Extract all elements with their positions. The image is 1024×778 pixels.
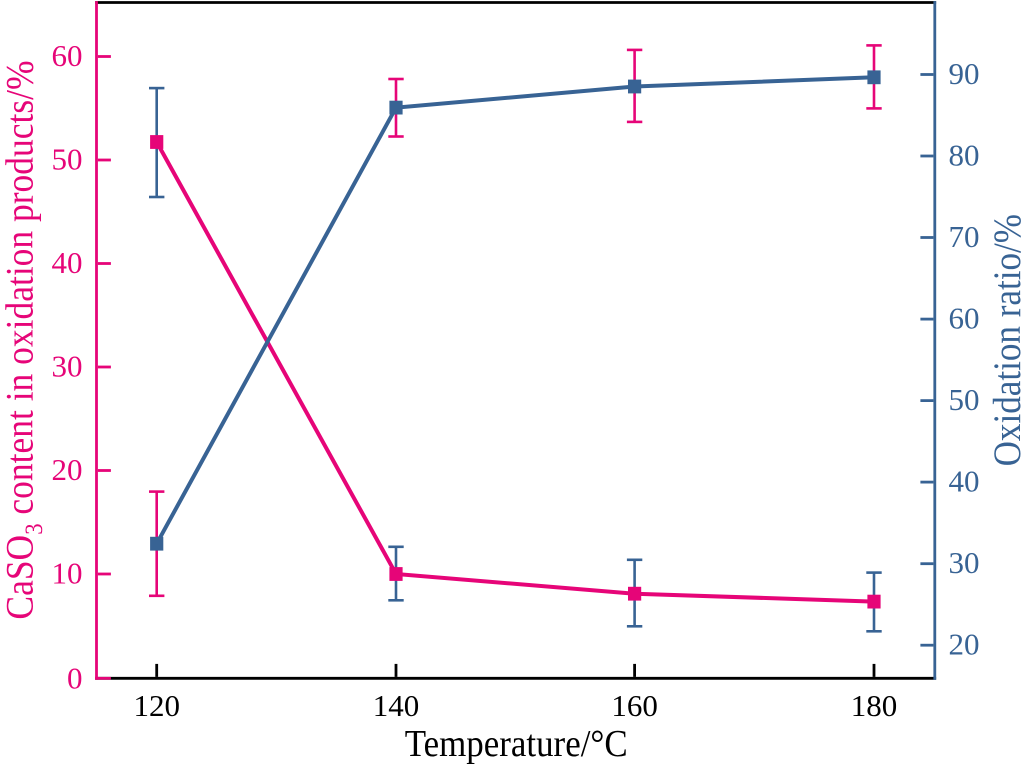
svg-text:10: 10 <box>52 555 83 590</box>
svg-text:140: 140 <box>373 688 420 723</box>
svg-text:40: 40 <box>949 463 980 498</box>
svg-text:50: 50 <box>949 382 980 417</box>
svg-text:80: 80 <box>949 137 980 172</box>
svg-text:160: 160 <box>611 688 658 723</box>
svg-text:50: 50 <box>52 141 83 176</box>
svg-text:40: 40 <box>52 245 83 280</box>
svg-text:Oxidation ratio/%: Oxidation ratio/% <box>986 214 1024 466</box>
svg-text:30: 30 <box>52 348 83 383</box>
svg-text:180: 180 <box>851 688 898 723</box>
svg-text:120: 120 <box>133 688 180 723</box>
svg-text:0: 0 <box>67 661 83 696</box>
svg-text:70: 70 <box>949 219 980 254</box>
svg-text:30: 30 <box>949 545 980 580</box>
svg-text:20: 20 <box>52 452 83 487</box>
svg-text:CaSO3 content in oxidation pro: CaSO3 content in oxidation products/% <box>0 60 48 619</box>
svg-text:20: 20 <box>949 627 980 662</box>
svg-text:90: 90 <box>949 56 980 91</box>
svg-text:60: 60 <box>949 300 980 335</box>
svg-text:60: 60 <box>52 38 83 73</box>
svg-text:Temperature/°C: Temperature/°C <box>405 723 628 765</box>
